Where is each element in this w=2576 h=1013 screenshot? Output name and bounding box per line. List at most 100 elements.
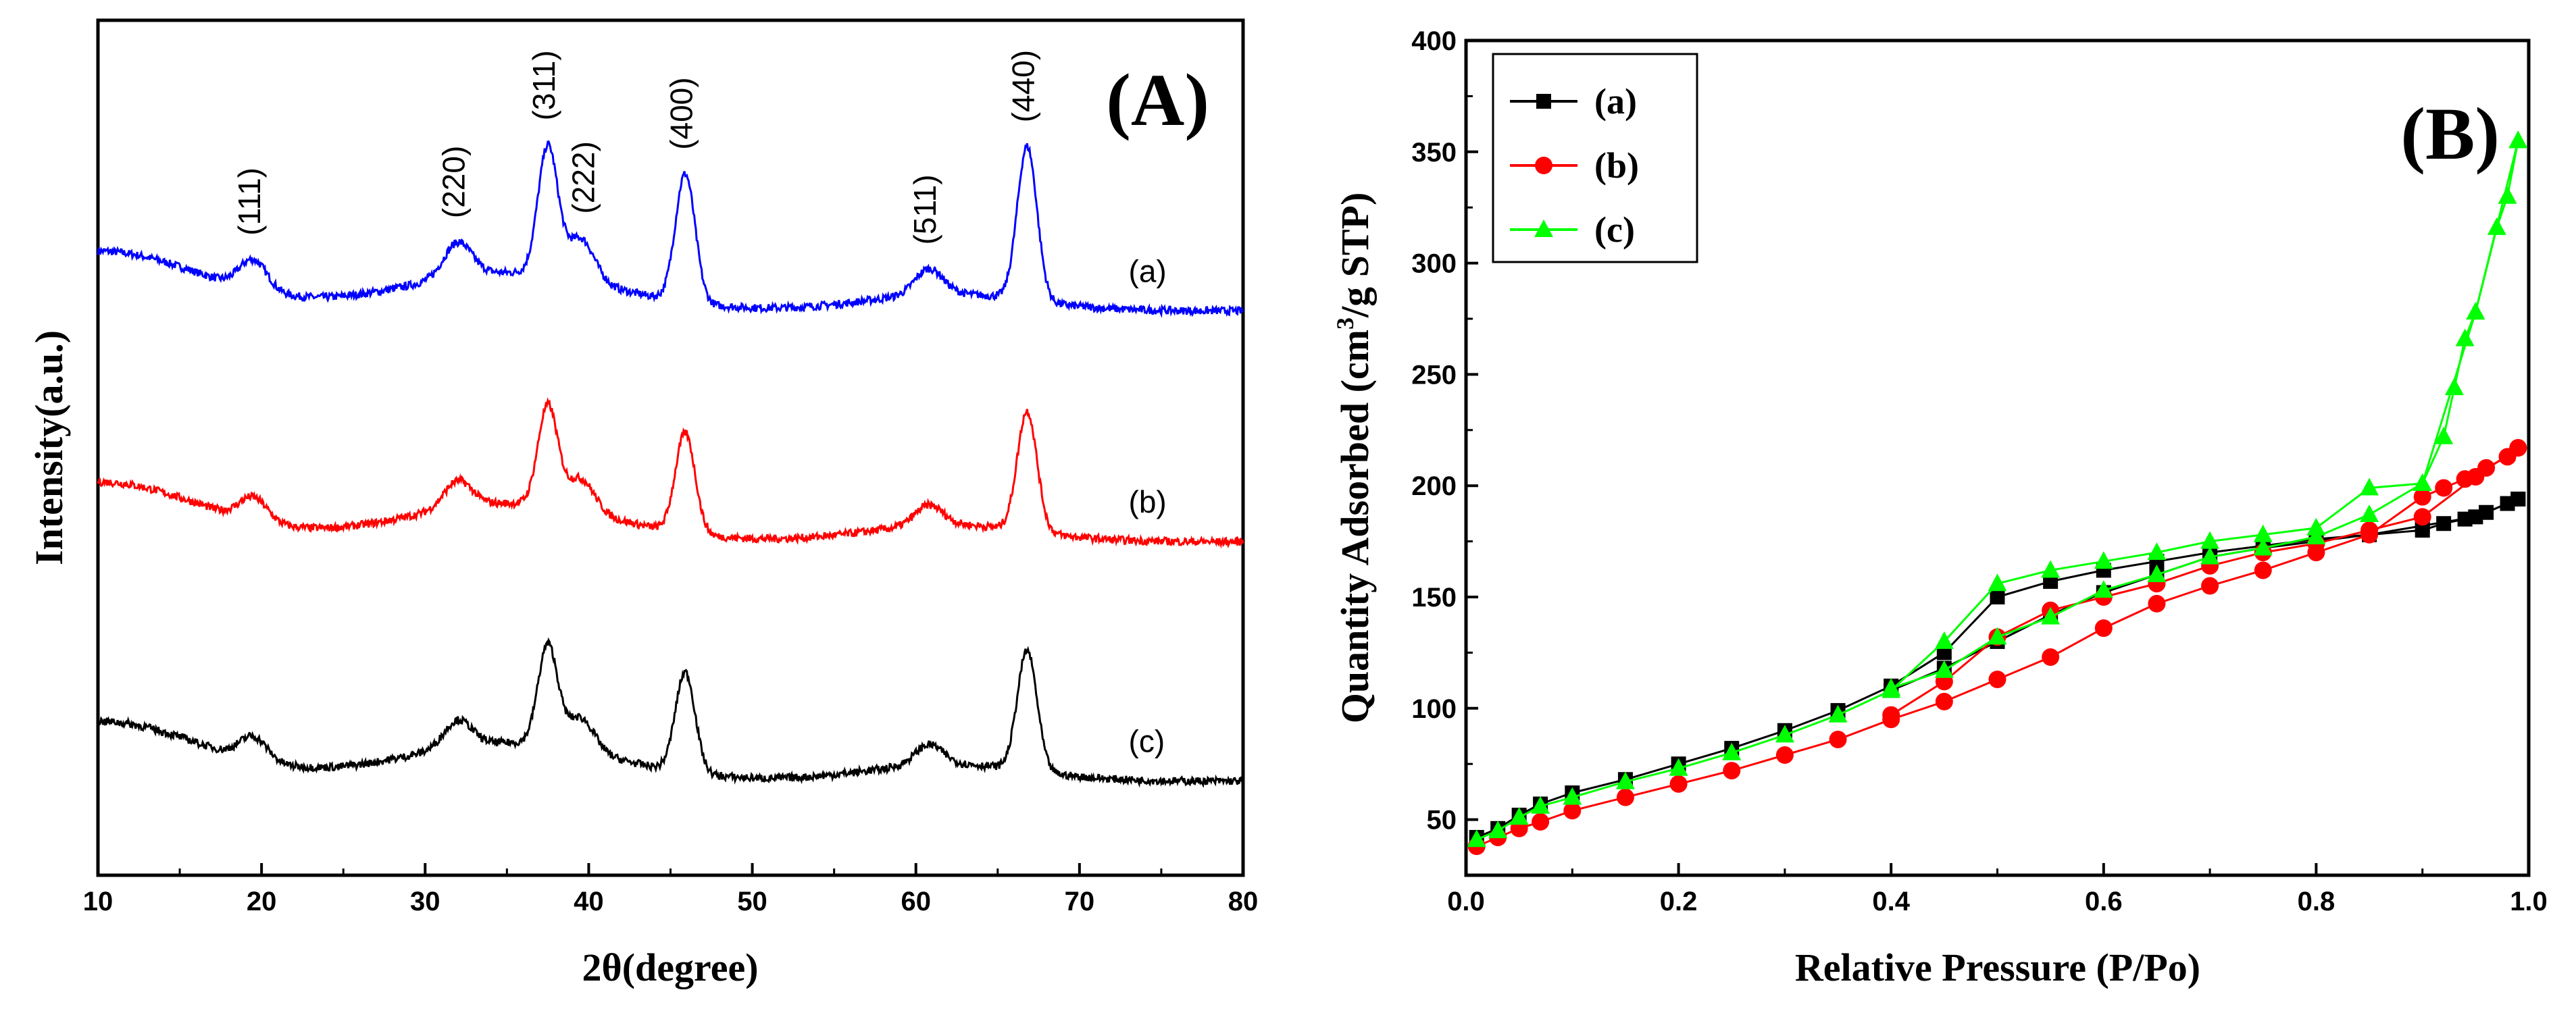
panel-b-y-label-superscript: 3 <box>1332 317 1359 330</box>
isotherm-c-desorption-point <box>2041 606 2061 625</box>
isotherm-c-adsorption-point <box>1722 742 1742 760</box>
isotherm-b-adsorption-point <box>2148 594 2166 613</box>
isotherm-b-desorption-point <box>2360 521 2379 540</box>
isotherm-b-adsorption-point <box>1532 812 1550 831</box>
legend-label: (a) <box>1594 81 1637 122</box>
isotherm-c-desorption-point <box>2413 473 2432 491</box>
isotherm-c-adsorption-point <box>2498 186 2517 204</box>
peak-label: (400) <box>663 77 699 149</box>
peak-label: (220) <box>436 146 472 218</box>
isotherm-c-adsorption-point <box>2041 560 2061 578</box>
isotherm-a-adsorption-point <box>2436 516 2452 531</box>
panel-a-x-tick-label: 60 <box>901 887 931 916</box>
isotherm-c-desorption-point <box>2508 130 2528 149</box>
isotherm-c <box>1467 130 2528 848</box>
panel-b-x-tick-label: 0.8 <box>2298 887 2335 916</box>
isotherm-c-adsorption-point <box>1828 704 1848 723</box>
series-label-b: (b) <box>1129 484 1167 519</box>
isotherm-b-adsorption-point <box>1829 730 1847 748</box>
isotherm-c-adsorption-point <box>2253 524 2273 542</box>
isotherm-b-adsorption-point <box>1669 775 1688 793</box>
isotherm-b-desorption-point <box>2467 468 2485 486</box>
xrd-pattern-c <box>97 637 1244 788</box>
peak-label: (222) <box>565 141 601 213</box>
isotherm-c-adsorption-point <box>1775 725 1794 743</box>
isotherm-c-adsorption-point <box>2455 328 2475 346</box>
legend-box <box>1492 53 1698 263</box>
panel-b-x-tick-label: 0.6 <box>2085 887 2123 916</box>
peak-label: (311) <box>526 50 561 120</box>
panel-b-x-ticks: 0.0 0.2 0.4 0.6 0.8 1.0 <box>1447 863 2548 916</box>
isotherm-b-adsorption-point <box>1616 788 1634 806</box>
isotherm-c-adsorption-point <box>1488 821 1508 839</box>
panel-b-y-tick-label: 400 <box>1411 26 1457 56</box>
panel-b-x-axis-label: Relative Pressure (P/Po) <box>1795 945 2200 989</box>
legend-label: (c) <box>1594 209 1635 250</box>
isotherm-c-desorption-point <box>2253 538 2273 556</box>
series-label-c: (c) <box>1129 724 1165 759</box>
isotherm-c-desorption-line <box>1890 140 2519 690</box>
isotherm-c-desorption-point <box>2200 546 2220 565</box>
isotherm-b-adsorption-point <box>1988 670 2006 688</box>
isotherm-c-adsorption-point <box>2306 517 2326 536</box>
isotherm-c-desorption-point <box>2094 580 2113 598</box>
isotherm-c-adsorption-point <box>1934 631 1954 649</box>
panel-a-x-tick-label: 30 <box>410 887 440 916</box>
panel-b-y-tick-label: 350 <box>1411 138 1457 167</box>
panel-a-x-tick-label: 70 <box>1065 887 1095 916</box>
panel-a-y-axis-label: Intensity(a.u.) <box>27 330 71 565</box>
isotherm-b-adsorption-point <box>2435 479 2453 497</box>
legend-marker <box>1534 219 1553 237</box>
xrd-pattern-a <box>97 140 1244 318</box>
panel-b-y-tick-label: 50 <box>1427 806 1457 835</box>
legend-label: (b) <box>1594 145 1639 186</box>
panel-a-x-axis-label: 2θ(degree) <box>582 945 758 989</box>
panel-a-series <box>97 140 1244 788</box>
isotherm-c-desorption-point <box>1882 678 1901 696</box>
isotherm-c-adsorption-point <box>1531 796 1550 814</box>
series-label-a: (a) <box>1129 253 1167 288</box>
panel-a-x-ticks: 10 20 30 40 50 60 70 80 <box>83 863 1258 916</box>
isotherm-c-desorption-point <box>1988 627 2007 645</box>
panel-b: 0.0 0.2 0.4 0.6 0.8 1.0 50 100 150 200 250 300 350 4… <box>1332 26 2548 989</box>
panel-b-y-tick-label: 150 <box>1411 583 1457 613</box>
isotherm-b-adsorption-point <box>1723 762 1741 780</box>
panel-b-y-label-part2: /g STP) <box>1333 192 1377 318</box>
isotherm-c-adsorption-point <box>2360 477 2379 496</box>
isotherm-c-desorption-point <box>2360 504 2379 523</box>
isotherm-b-adsorption-point <box>2254 561 2272 579</box>
isotherm-c-desorption-point <box>2147 565 2167 583</box>
isotherm-c-adsorption-point <box>1669 758 1688 776</box>
isotherm-b-adsorption-point <box>2413 488 2431 506</box>
isotherm-c-adsorption-point <box>1615 771 1635 789</box>
peak-label: (111) <box>232 167 267 236</box>
panel-b-y-ticks: 50 100 150 200 250 300 350 400 <box>1411 26 1478 877</box>
panel-a-x-tick-label: 40 <box>574 887 604 916</box>
panel-a-peak-labels: (111) (220) (311)(222) (400) (511) (440) <box>232 50 1040 244</box>
panel-a-x-tick-label: 10 <box>83 887 113 916</box>
isotherm-c-adsorption-point <box>2200 531 2220 549</box>
panel-b-series <box>1467 130 2528 856</box>
isotherm-b-desorption-point <box>2509 439 2527 457</box>
isotherm-c-adsorption-point <box>2434 426 2454 444</box>
isotherm-c-desorption-point <box>2306 527 2326 545</box>
panel-b-legend: (a) (b) (c) <box>1492 53 1698 263</box>
isotherm-b-adsorption-point <box>2042 648 2060 666</box>
panel-a-series-labels: (a) (b) (c) <box>1129 253 1167 758</box>
legend-marker <box>1535 157 1552 174</box>
panel-b-x-tick-label: 0.4 <box>1872 887 1910 916</box>
panel-b-x-tick-label: 0.0 <box>1447 887 1485 916</box>
isotherm-a-desorption-point <box>2468 509 2483 525</box>
panel-a-x-tick-label: 50 <box>737 887 767 916</box>
panel-b-y-label-part1: Quantity Adsorbed (cm <box>1333 330 1377 723</box>
panel-b-y-tick-label: 300 <box>1411 249 1457 279</box>
isotherm-b-adsorption-point <box>2094 619 2113 638</box>
isotherm-c-desorption-point <box>2466 302 2485 320</box>
panel-b-x-tick-label: 0.2 <box>1660 887 1698 916</box>
panel-a-x-tick-label: 20 <box>247 887 277 916</box>
isotherm-c-desorption-point <box>1934 660 1954 678</box>
isotherm-c-adsorption-point <box>2094 551 2113 569</box>
panel-b-x-tick-label: 1.0 <box>2510 887 2548 916</box>
isotherm-c-adsorption-point <box>1563 787 1582 805</box>
